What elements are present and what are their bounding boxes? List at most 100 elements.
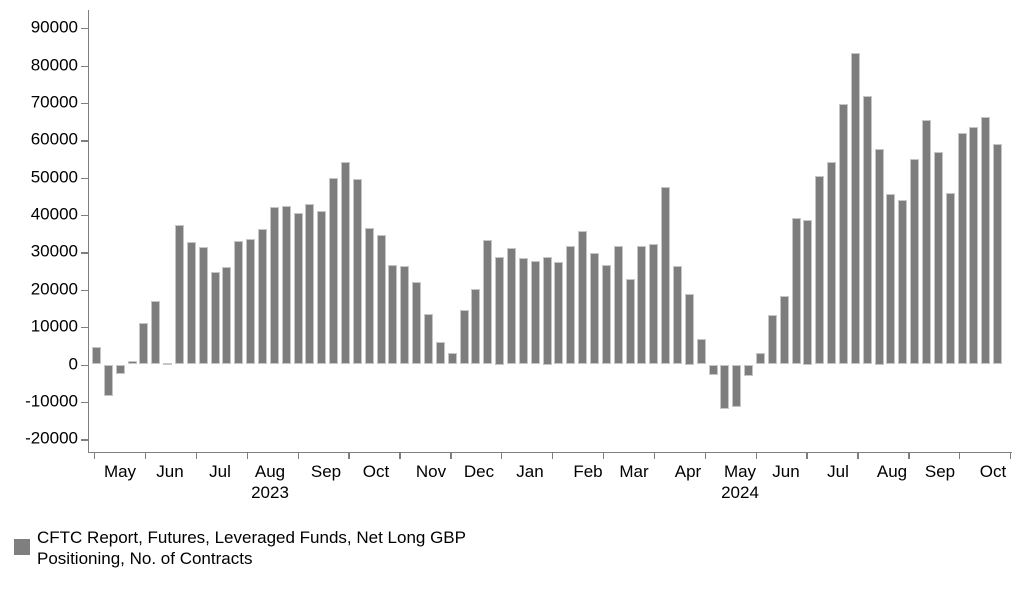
bar: [435, 342, 445, 365]
x-tick-mark: [144, 452, 147, 459]
bar: [459, 309, 469, 365]
x-tick-mark: [755, 452, 757, 459]
x-month-label: Sep: [310, 462, 342, 481]
y-tick-mark: [81, 327, 88, 329]
bar: [341, 161, 350, 365]
bar: [151, 300, 161, 365]
x-tick-mark: [450, 452, 452, 459]
bar: [329, 178, 339, 365]
y-tick-label: 0: [68, 354, 78, 374]
bar: [589, 252, 599, 365]
y-tick-label: 90000: [30, 17, 78, 37]
legend-label-line1: CFTC Report, Futures, Leveraged Funds, N…: [37, 528, 466, 547]
bar: [744, 364, 754, 376]
bar: [115, 364, 125, 374]
x-month-label: Apr: [674, 462, 702, 481]
x-tick-mark: [1010, 452, 1012, 459]
y-tick-label: -10000: [25, 391, 78, 411]
bar: [578, 231, 588, 365]
y-tick-mark: [81, 364, 88, 366]
bar: [364, 227, 374, 365]
x-month-label: Jun: [156, 462, 184, 481]
bar: [850, 53, 860, 365]
bar: [530, 260, 540, 365]
bar: [246, 238, 256, 365]
bar: [103, 364, 113, 397]
y-tick-mark: [81, 28, 88, 30]
y-tick-label: 60000: [30, 129, 78, 149]
x-tick-mark: [959, 452, 961, 459]
legend: CFTC Report, Futures, Leveraged Funds, N…: [14, 527, 466, 569]
x-month-label: Oct: [979, 462, 1007, 481]
bar: [815, 176, 825, 365]
bar: [269, 206, 279, 365]
bar: [258, 229, 267, 365]
x-month-label: Aug: [254, 462, 286, 481]
bar: [755, 353, 765, 365]
bar: [234, 240, 244, 365]
bar: [507, 247, 516, 365]
bar: [649, 244, 659, 365]
y-tick-mark: [81, 215, 88, 217]
bar: [874, 149, 884, 365]
bar: [791, 218, 801, 365]
bar: [92, 346, 101, 365]
bar: [672, 265, 682, 365]
x-tick-mark: [704, 452, 706, 459]
x-tick-mark: [552, 452, 554, 459]
x-tick-mark: [348, 452, 350, 459]
bar: [198, 246, 208, 365]
x-month-label: Mar: [619, 462, 649, 481]
bar: [838, 103, 848, 365]
x-axis-line: [88, 452, 1012, 454]
y-tick-mark: [81, 65, 88, 67]
bar: [827, 161, 837, 365]
y-tick-label: 80000: [30, 55, 78, 75]
x-month-label: Nov: [415, 462, 447, 481]
y-tick-mark: [81, 140, 88, 142]
bar: [945, 192, 955, 365]
bar: [566, 245, 576, 365]
x-month-label: Feb: [573, 462, 603, 481]
x-month-label: May: [723, 462, 757, 481]
x-month-label: May: [103, 462, 137, 481]
x-month-label: Jan: [516, 462, 544, 481]
bar: [412, 281, 422, 365]
bar: [471, 289, 481, 365]
y-axis-line: [88, 10, 90, 452]
plot-area: 90000 80000 70000 60000 50000 40000 30000 20000…: [25, 10, 1012, 502]
y-tick-mark: [81, 439, 88, 441]
bar: [625, 278, 635, 365]
y-tick-label: 70000: [30, 92, 78, 112]
y-tick-label: 40000: [30, 204, 78, 224]
x-tick-mark: [602, 452, 605, 459]
bar: [293, 212, 303, 365]
y-tick-label: 50000: [30, 167, 78, 187]
bar: [376, 235, 386, 365]
x-month-label: Jul: [827, 462, 849, 481]
bar: [518, 257, 528, 365]
x-year-label: 2024: [721, 483, 759, 502]
bar: [886, 194, 896, 365]
legend-swatch-icon: [14, 539, 30, 555]
bar: [163, 363, 173, 365]
x-tick-mark: [297, 452, 299, 459]
bar: [542, 256, 552, 365]
y-tick-label: 30000: [30, 241, 78, 261]
x-month-label: Dec: [463, 462, 495, 481]
x-tick-mark: [908, 452, 910, 459]
y-tick-mark: [81, 102, 88, 105]
bar: [388, 265, 398, 365]
x-tick-mark: [653, 452, 656, 459]
x-tick-mark: [501, 452, 503, 459]
bar: [483, 240, 493, 365]
legend-label: CFTC Report, Futures, Leveraged Funds, N…: [37, 527, 466, 569]
bar: [684, 293, 694, 365]
x-month-label: Sep: [924, 462, 956, 481]
bar: [495, 256, 505, 365]
bar: [400, 265, 410, 365]
x-month-label: Jun: [772, 462, 800, 481]
bar: [862, 95, 872, 365]
bar: [957, 132, 967, 365]
